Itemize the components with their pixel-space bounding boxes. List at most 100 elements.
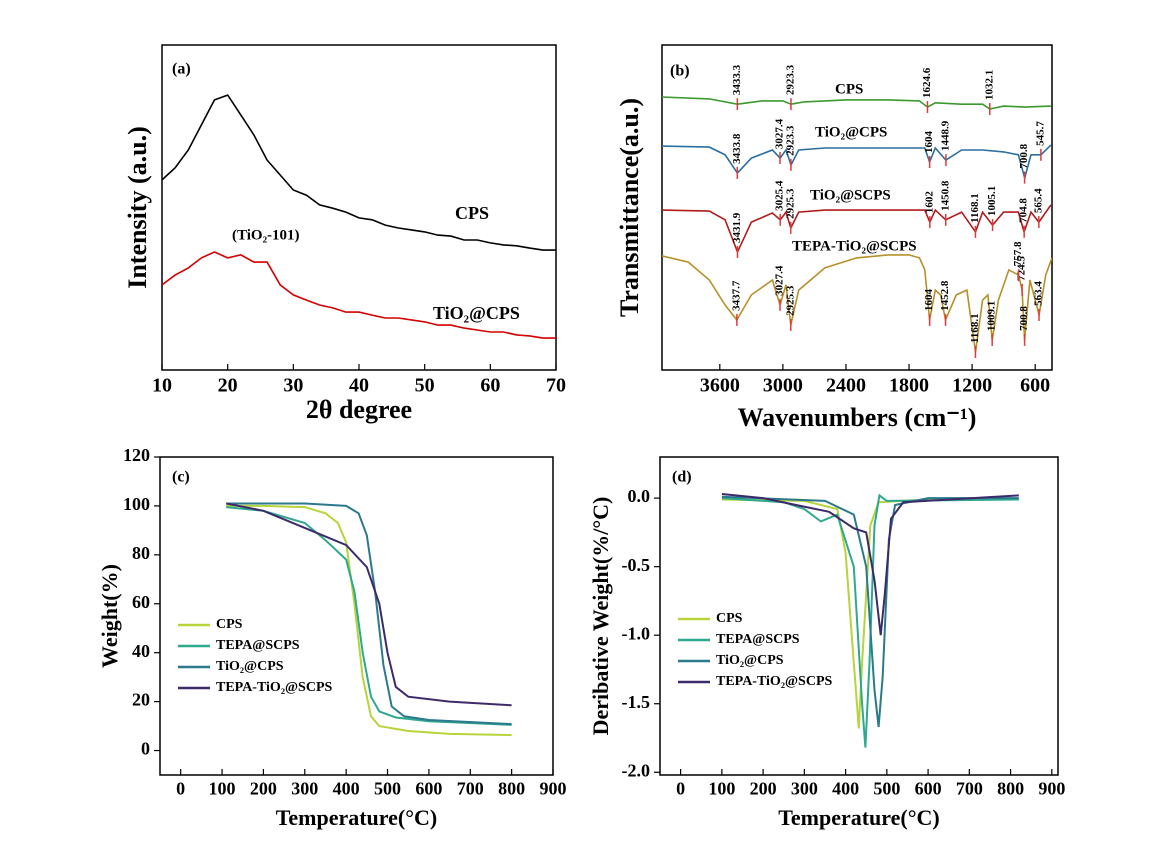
panel-label: (d) xyxy=(672,469,692,486)
panel: 0 100 200 300 400 500 600 700 800 900 0 20 40 60 80 100… xyxy=(97,445,566,830)
plot-frame xyxy=(159,456,554,776)
legend-label: CPS xyxy=(716,611,743,626)
x-tick-label: 300 xyxy=(791,778,818,798)
peak-label: 757.8 xyxy=(1012,241,1024,266)
x-tick-label: 900 xyxy=(540,778,567,798)
peak-label: 3433.3 xyxy=(731,64,743,95)
legend-label: CPS xyxy=(216,617,243,632)
series-line xyxy=(662,96,1051,110)
panel-label: (a) xyxy=(172,61,191,78)
x-axis-title: 2θ degree xyxy=(306,395,412,424)
series-label: TiO₂@CPS xyxy=(815,124,887,140)
series-line xyxy=(162,94,556,251)
series-label: CPS xyxy=(835,81,863,97)
x-tick-label: 10 xyxy=(152,375,172,397)
x-tick-label: 600 xyxy=(915,778,942,798)
y-axis-title: Intensity (a.u.) xyxy=(123,126,152,289)
x-tick-label: 400 xyxy=(832,778,859,798)
x-tick-label: 0 xyxy=(676,778,685,798)
x-tick-label: 800 xyxy=(997,778,1024,798)
x-tick-label: 2400 xyxy=(826,375,866,397)
x-axis-title: Temperature(°C) xyxy=(276,805,438,830)
x-tick-label: 1200 xyxy=(952,375,992,397)
peak-label: 3437.7 xyxy=(730,280,742,311)
peak-label: 3025.4 xyxy=(774,180,786,211)
peak-label: 563.4 xyxy=(1033,281,1045,306)
peak-label: 1624.6 xyxy=(921,67,933,98)
peak-label: 2925.3 xyxy=(784,188,796,219)
x-tick-label: 400 xyxy=(333,778,360,798)
peak-label: 1448.9 xyxy=(939,120,951,151)
peak-label: 3433.8 xyxy=(731,133,743,164)
panel-label: (c) xyxy=(172,469,190,486)
peak-label: 700.8 xyxy=(1018,306,1030,331)
series-line xyxy=(662,144,1052,181)
peak-label: 1009.1 xyxy=(986,301,998,331)
x-tick-label: 60 xyxy=(480,375,500,397)
x-tick-label: 600 xyxy=(1020,375,1050,397)
peak-label: 1452.8 xyxy=(939,280,951,311)
x-tick-label: 100 xyxy=(708,778,735,798)
legend-label: TiO₂@CPS xyxy=(716,653,784,668)
x-tick-label: 300 xyxy=(291,778,318,798)
peak-label: 1604 xyxy=(923,131,935,154)
x-tick-label: 200 xyxy=(250,778,277,798)
legend-label: TEPA-TiO₂@SCPS xyxy=(716,674,832,689)
peak-label: 704.8 xyxy=(1018,198,1030,223)
series-line xyxy=(226,504,512,737)
plot-frame xyxy=(659,456,1059,776)
x-tick-label: 1800 xyxy=(889,375,929,397)
x-axis-title: Wavenumbers (cm⁻¹) xyxy=(738,403,977,432)
x-tick-label: 100 xyxy=(209,778,236,798)
y-axis-title: Transmittance(a.u.) xyxy=(615,98,644,317)
y-tick-label: 80 xyxy=(132,543,150,563)
peak-label: 3027.4 xyxy=(774,118,786,149)
peak-label: 3431.9 xyxy=(731,212,743,243)
series-line xyxy=(226,502,512,707)
x-tick-label: 50 xyxy=(415,375,435,397)
y-axis-title: Weight(%) xyxy=(97,564,122,668)
y-tick-label: -1.5 xyxy=(622,692,651,712)
series-line xyxy=(162,251,556,339)
x-tick-label: 40 xyxy=(349,375,369,397)
series-line xyxy=(662,204,1052,255)
panel: 0 100 200 300 400 500 600 700 800 900 0.0 -0.5 -1.0 -… xyxy=(588,456,1065,830)
y-tick-label: 20 xyxy=(132,690,150,710)
y-tick-label: 40 xyxy=(132,641,150,661)
y-tick-label: 0 xyxy=(141,739,150,759)
series-line xyxy=(721,493,1019,636)
legend-label: TEPA-TiO₂@SCPS xyxy=(216,680,332,695)
peak-label: 1168.1 xyxy=(969,193,981,223)
x-axis-title: Temperature(°C) xyxy=(778,805,940,830)
y-tick-label: -0.5 xyxy=(622,555,651,575)
peak-label: 2923.3 xyxy=(784,125,796,156)
y-axis-title: Deribative Weight(%/°C) xyxy=(588,497,613,736)
y-tick-label: 0.0 xyxy=(628,486,651,506)
legend-label: TEPA@SCPS xyxy=(716,632,800,647)
x-tick-label: 3600 xyxy=(700,375,740,397)
series-label: CPS xyxy=(455,203,489,223)
peak-label: 1005.1 xyxy=(986,186,998,216)
y-tick-label: 120 xyxy=(123,445,150,465)
x-tick-label: 20 xyxy=(218,375,238,397)
x-tick-label: 700 xyxy=(457,778,484,798)
panel-label: (b) xyxy=(670,63,690,80)
peak-label: 1604 xyxy=(923,288,935,311)
x-tick-label: 70 xyxy=(546,375,566,397)
peak-label: 1168.1 xyxy=(969,313,981,343)
peak-label: 2923.3 xyxy=(784,64,796,95)
x-tick-label: 700 xyxy=(956,778,983,798)
plot-frame xyxy=(161,44,557,371)
panel: 3600 3000 2400 1800 1200 600 Wavenumbers (cm⁻¹… xyxy=(615,44,1053,432)
series-label: TEPA-TiO₂@SCPS xyxy=(792,238,917,254)
x-tick-label: 900 xyxy=(1038,778,1065,798)
x-tick-label: 3000 xyxy=(763,375,803,397)
x-tick-label: 500 xyxy=(873,778,900,798)
peak-label: 700.8 xyxy=(1018,143,1030,168)
panel: 10 20 30 40 50 60 70 2θ degree Intensity (a.u.) (… xyxy=(123,44,566,424)
legend-label: TiO₂@CPS xyxy=(216,659,284,674)
legend-label: TEPA@SCPS xyxy=(216,638,300,653)
x-tick-label: 0 xyxy=(176,778,185,798)
